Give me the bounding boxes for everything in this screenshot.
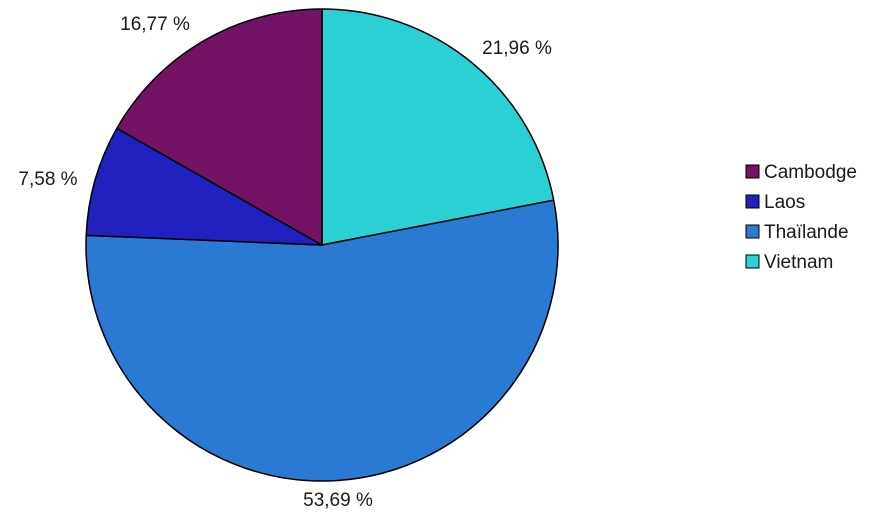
legend-label-vietnam: Vietnam <box>764 252 833 273</box>
legend-label-thailande: Thaïlande <box>764 222 849 243</box>
pie-slice-cambodge <box>116 8 323 246</box>
legend-swatch-laos <box>745 194 760 209</box>
legend-swatch-cambodge <box>745 164 760 179</box>
legend-swatch-thailande <box>745 224 760 239</box>
label-vietnam: 21,96 % <box>482 38 552 59</box>
pie-labels: 16,77 % 7,58 % 53,69 % 21,96 % <box>18 14 552 511</box>
pie-slices <box>85 8 559 482</box>
legend: Cambodge Laos Thaïlande Vietnam <box>745 162 857 273</box>
legend-swatch-vietnam <box>745 254 760 269</box>
label-thailande: 53,69 % <box>303 490 373 511</box>
pie-slice-laos <box>85 127 323 246</box>
pie-slice-vietnam <box>321 8 555 246</box>
legend-label-cambodge: Cambodge <box>764 162 857 183</box>
legend-label-laos: Laos <box>764 192 805 213</box>
label-laos: 7,58 % <box>18 169 77 190</box>
label-cambodge: 16,77 % <box>120 14 190 35</box>
pie-slice-thailande <box>85 199 559 482</box>
